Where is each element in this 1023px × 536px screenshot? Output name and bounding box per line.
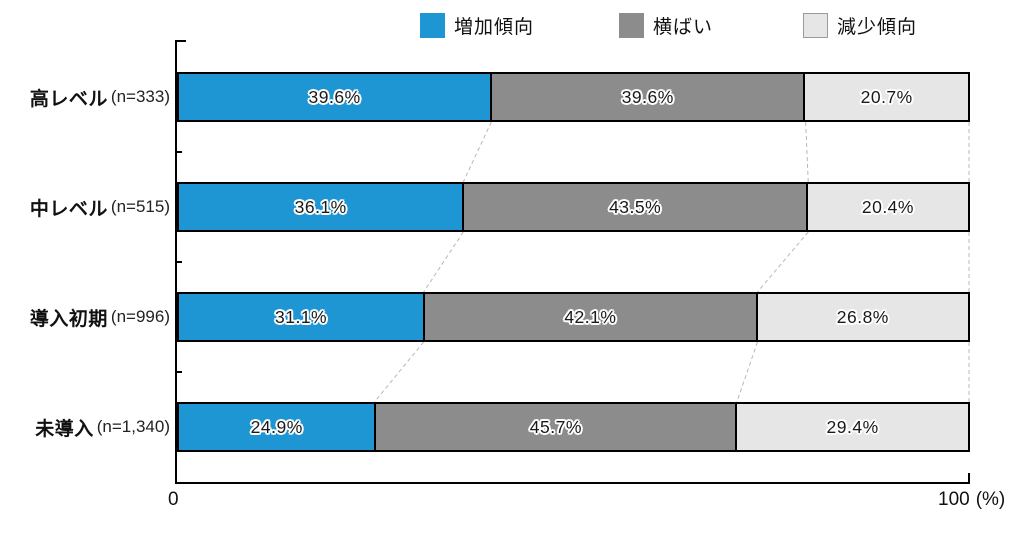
bar-segment: 26.8% [755,294,968,340]
plot-area: 39.6% 39.6% 20.7% 36.1% 43.5% 20.4% 31.1% 42.1%… [175,40,970,484]
x-axis-min-label: 0 [168,489,179,510]
connector-line [805,121,809,183]
category-label: 中レベル (n=515) [30,182,170,232]
bar-row: 24.9% 45.7% 29.4% [177,402,970,452]
segment-value-label: 20.4% [861,196,914,217]
connector-line [736,341,758,403]
legend-label: 横ばい [653,17,714,38]
category-sample-size: (n=515) [110,197,170,216]
legend-item: 増加傾向 [420,12,534,39]
segment-value-label: 39.6% [308,86,361,107]
category-sample-size: (n=333) [110,87,170,106]
x-axis-max-label: 100 (%) [938,489,1005,511]
bar-row: 36.1% 43.5% 20.4% [177,182,970,232]
category-label: 高レベル (n=333) [30,72,170,122]
connector-line [462,121,492,183]
bar-segment: 39.6% [490,74,804,120]
category-label: 導入初期 (n=996) [30,292,170,342]
category-name: 中レベル [29,198,108,220]
segment-value-label: 31.1% [275,306,328,327]
legend-swatch-icon [619,13,644,38]
bar-segment: 45.7% [374,404,736,450]
x-axis-unit-label: (%) [975,489,1006,510]
category-sample-size: (n=996) [110,307,170,326]
chart-legend: 増加傾向 横ばい 減少傾向 [0,12,1023,42]
segment-value-label: 24.9% [250,416,303,437]
connector-line [423,231,464,293]
bar-row: 39.6% 39.6% 20.7% [177,72,970,122]
axis-tick-mid [177,371,182,373]
category-name: 高レベル [29,88,108,110]
segment-value-label: 43.5% [609,196,662,217]
bar-segment: 29.4% [735,404,969,450]
category-label: 未導入 (n=1,340) [35,402,170,452]
axis-tick-mid [177,151,182,153]
bar-segment: 42.1% [423,294,756,340]
legend-item: 減少傾向 [803,12,917,39]
segment-value-label: 42.1% [564,306,617,327]
bar-segment: 31.1% [179,294,424,340]
bar-segment: 20.7% [803,74,968,120]
legend-label: 増加傾向 [454,17,535,38]
axis-tick-top [177,40,186,42]
bar-segment: 39.6% [179,74,491,120]
legend-label: 減少傾向 [837,17,918,38]
legend-swatch-icon [803,13,828,38]
segment-value-label: 29.4% [826,416,879,437]
category-sample-size: (n=1,340) [96,417,170,436]
x-axis-max-value: 100 [938,489,970,510]
segment-value-label: 39.6% [621,86,674,107]
legend-item: 横ばい [619,12,713,39]
segment-value-label: 26.8% [836,306,889,327]
category-name: 未導入 [35,418,94,440]
segment-value-label: 45.7% [529,416,582,437]
bar-segment: 43.5% [462,184,806,230]
segment-value-label: 20.7% [860,86,913,107]
bar-row: 31.1% 42.1% 26.8% [177,292,970,342]
axis-tick-right [968,473,970,482]
bar-segment: 24.9% [179,404,375,450]
segment-value-label: 36.1% [294,196,347,217]
bar-segment: 20.4% [805,184,968,230]
bar-segment: 36.1% [179,184,463,230]
connector-line [374,341,425,403]
connector-line [757,231,809,293]
legend-swatch-icon [420,13,445,38]
axis-tick-mid [177,261,182,263]
category-name: 導入初期 [29,308,108,330]
